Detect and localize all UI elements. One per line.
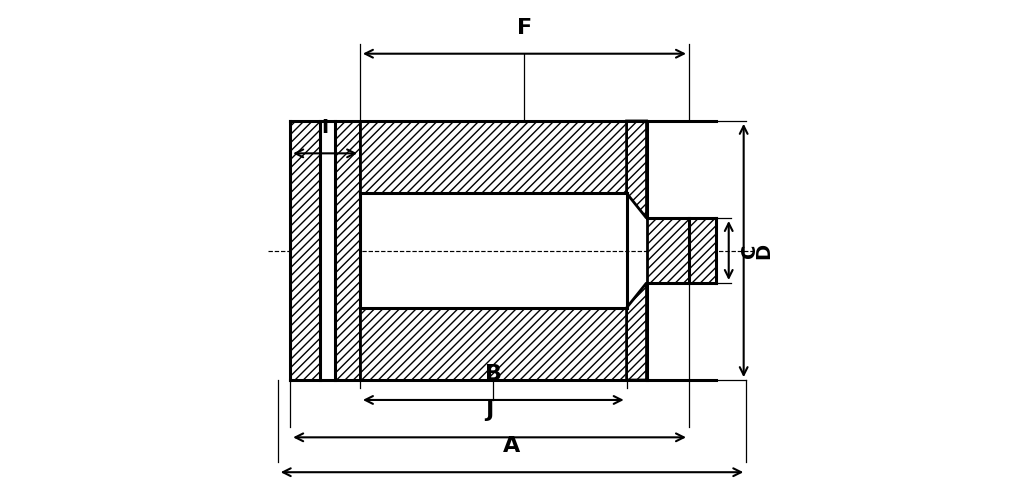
Text: F: F (517, 18, 532, 38)
Polygon shape (360, 121, 627, 193)
Text: C: C (739, 243, 759, 258)
Text: D: D (755, 242, 774, 259)
Polygon shape (321, 121, 335, 380)
Polygon shape (627, 283, 646, 380)
Polygon shape (689, 218, 716, 283)
Polygon shape (360, 308, 627, 380)
Polygon shape (335, 121, 360, 380)
Text: A: A (504, 436, 520, 456)
Polygon shape (290, 121, 321, 380)
Polygon shape (627, 121, 646, 218)
Text: B: B (484, 364, 502, 384)
Text: J: J (485, 401, 494, 421)
Text: I: I (322, 118, 329, 137)
Polygon shape (646, 218, 689, 283)
